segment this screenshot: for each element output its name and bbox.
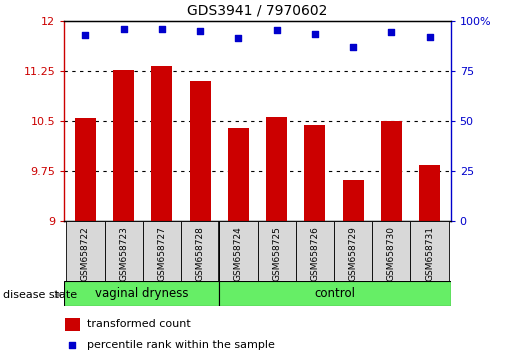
Text: disease state: disease state (3, 290, 77, 299)
Bar (304, 125, 325, 221)
Text: vaginal dryness: vaginal dryness (95, 287, 188, 300)
Text: transformed count: transformed count (87, 319, 190, 329)
Point (453, 245, 461, 251)
Text: GSM658730: GSM658730 (387, 226, 396, 281)
Bar (372, 221, 410, 281)
Bar (258, 221, 296, 281)
Bar (64, 281, 219, 306)
Text: control: control (315, 287, 355, 300)
Bar (219, 281, 451, 306)
Bar (381, 121, 402, 221)
Bar (181, 221, 219, 281)
Bar (143, 221, 181, 281)
Point (425, 34, 434, 40)
Text: GSM658728: GSM658728 (196, 226, 204, 281)
Text: GSM658722: GSM658722 (81, 226, 90, 281)
Point (119, 27, 128, 32)
Text: GSM658727: GSM658727 (158, 226, 166, 281)
Point (196, 28, 204, 34)
Bar (66, 221, 105, 281)
Text: percentile rank within the sample: percentile rank within the sample (87, 339, 274, 350)
Bar (342, 180, 364, 221)
Bar (228, 128, 249, 221)
Point (311, 32, 319, 37)
Point (234, 35, 243, 41)
Bar (75, 118, 96, 221)
Text: GSM658723: GSM658723 (119, 226, 128, 281)
Bar (105, 221, 143, 281)
Point (349, 44, 357, 50)
Bar (113, 70, 134, 221)
Text: GSM658725: GSM658725 (272, 226, 281, 281)
Bar (190, 81, 211, 221)
Bar (151, 66, 173, 221)
Text: GSM658726: GSM658726 (311, 226, 319, 281)
Bar (219, 221, 258, 281)
Bar (296, 221, 334, 281)
Bar (266, 117, 287, 221)
Point (272, 27, 281, 33)
Text: GSM658724: GSM658724 (234, 226, 243, 281)
Bar (334, 221, 372, 281)
Bar (419, 165, 440, 221)
Bar (410, 221, 449, 281)
Text: GSM658729: GSM658729 (349, 226, 357, 281)
Point (387, 29, 396, 35)
Bar (64, 318, 80, 331)
Title: GDS3941 / 7970602: GDS3941 / 7970602 (187, 3, 328, 17)
Text: GSM658731: GSM658731 (425, 226, 434, 281)
Point (158, 27, 166, 32)
Point (81, 33, 90, 38)
